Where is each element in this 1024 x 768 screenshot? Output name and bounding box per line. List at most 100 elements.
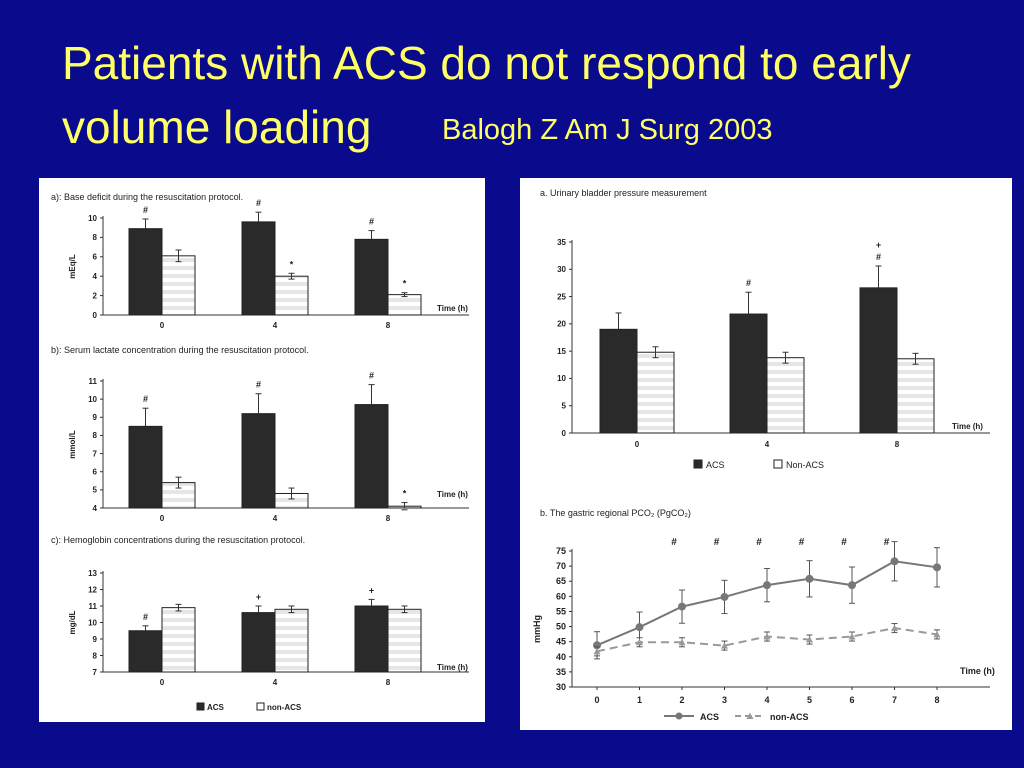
legend-label-acs: ACS	[706, 460, 725, 470]
acs-data-point	[933, 563, 941, 572]
significance-marker: +	[256, 592, 261, 602]
right-figure-svg: a. Urinary bladder pressure measurement 0…	[532, 188, 995, 722]
y-tick-label: 70	[556, 561, 566, 571]
x-tick-label: 3	[722, 695, 727, 705]
y-tick-label: 0	[562, 429, 567, 438]
significance-marker: *	[403, 279, 407, 289]
y-tick-label: 8	[93, 431, 98, 440]
acs-bar	[859, 287, 898, 434]
x-tick-label: 4	[273, 321, 278, 330]
y-tick-label: 45	[556, 637, 566, 647]
significance-marker: #	[714, 537, 720, 548]
y-tick-label: 20	[557, 320, 566, 329]
y-tick-label: 4	[93, 504, 98, 513]
legend-swatch-non-acs	[256, 702, 265, 711]
x-tick-label: 0	[594, 695, 599, 705]
non-acs-bar	[636, 351, 675, 434]
y-tick-label: 8	[93, 651, 98, 660]
x-axis-label: Time (h)	[952, 422, 983, 431]
x-tick-label: 4	[273, 514, 278, 523]
x-tick-label: 0	[160, 678, 165, 687]
non-acs-bar	[161, 255, 196, 316]
significance-marker: #	[756, 537, 762, 548]
x-tick-label: 8	[386, 514, 391, 523]
acs-data-point	[635, 623, 644, 632]
non-acs-data-point	[763, 633, 771, 640]
non-acs-data-point	[636, 638, 643, 646]
significance-marker: *	[403, 489, 407, 499]
y-tick-label: 10	[557, 374, 566, 383]
x-tick-label: 7	[892, 695, 897, 705]
y-tick-label: 15	[557, 347, 566, 356]
non-acs-bar	[766, 357, 805, 434]
legend-swatch-non-acs	[773, 459, 783, 469]
significance-marker: #	[841, 537, 847, 548]
significance-marker: #	[884, 537, 890, 548]
non-acs-data-point	[593, 647, 601, 655]
y-tick-label: 5	[562, 402, 567, 411]
y-tick-label: 8	[93, 233, 98, 242]
y-tick-label: 10	[88, 618, 97, 627]
significance-marker: #	[143, 205, 148, 215]
y-tick-label: 7	[93, 668, 98, 677]
x-tick-label: 6	[849, 695, 854, 705]
y-tick-label: 6	[93, 253, 98, 262]
legend-label-non-acs: non-ACS	[770, 712, 809, 722]
significance-marker: #	[369, 371, 374, 381]
chart-title: a. Urinary bladder pressure measurement	[540, 188, 707, 198]
right-figure-panel: a. Urinary bladder pressure measurement 0…	[520, 178, 1012, 730]
non-acs-data-point	[891, 624, 898, 632]
acs-bar	[599, 328, 638, 434]
x-tick-label: 0	[635, 440, 640, 449]
y-axis-label: mg/dL	[68, 610, 77, 634]
x-tick-label: 1	[637, 695, 642, 705]
x-axis-label: Time (h)	[437, 304, 468, 313]
left-figure-svg: a): Base deficit during the resuscitatio…	[51, 192, 469, 712]
chart-title: b): Serum lactate concentration during t…	[51, 345, 309, 355]
y-tick-label: 40	[556, 652, 566, 662]
legend-swatch-acs	[693, 459, 703, 469]
non-acs-bar	[274, 608, 309, 673]
legend-marker-acs	[675, 712, 683, 720]
left-figure-panel: a): Base deficit during the resuscitatio…	[39, 178, 485, 722]
acs-data-point	[763, 581, 771, 590]
non-acs-bar	[387, 608, 422, 673]
non-acs-data-point	[721, 642, 728, 649]
x-axis-label: Time (h)	[437, 490, 468, 499]
acs-bar	[729, 313, 768, 434]
y-tick-label: 25	[557, 292, 566, 301]
y-tick-label: 30	[556, 682, 566, 692]
x-tick-label: 8	[895, 440, 900, 449]
y-tick-label: 35	[557, 238, 566, 247]
legend-label-non-acs: Non-ACS	[786, 460, 824, 470]
acs-data-point	[890, 557, 899, 566]
non-acs-data-point	[678, 638, 686, 646]
x-tick-label: 2	[679, 695, 684, 705]
non-acs-data-point	[933, 630, 941, 638]
x-tick-label: 5	[807, 695, 812, 705]
significance-marker: #	[143, 612, 148, 622]
acs-data-point	[805, 574, 814, 583]
significance-marker: #	[256, 198, 261, 208]
y-tick-label: 30	[557, 265, 566, 274]
significance-marker: #	[143, 394, 148, 404]
y-tick-label: 9	[93, 635, 98, 644]
acs-bar	[128, 228, 163, 316]
y-tick-label: 11	[89, 602, 98, 611]
y-tick-label: 10	[88, 214, 97, 223]
non-acs-bar	[387, 294, 422, 316]
acs-bar	[354, 238, 389, 316]
significance-marker: #	[799, 537, 805, 548]
y-tick-label: 0	[93, 311, 98, 320]
acs-data-point	[848, 581, 856, 590]
x-tick-label: 8	[386, 321, 391, 330]
significance-marker: #	[369, 217, 374, 227]
y-axis-label: mmHg	[532, 615, 542, 643]
y-tick-label: 2	[93, 291, 98, 300]
chart-title: c): Hemoglobin concentrations during the…	[51, 535, 305, 545]
x-tick-label: 8	[386, 678, 391, 687]
non-acs-bar	[274, 275, 309, 316]
significance-marker: *	[290, 259, 294, 269]
chart-title: a): Base deficit during the resuscitatio…	[51, 192, 243, 202]
y-tick-label: 9	[93, 413, 98, 422]
